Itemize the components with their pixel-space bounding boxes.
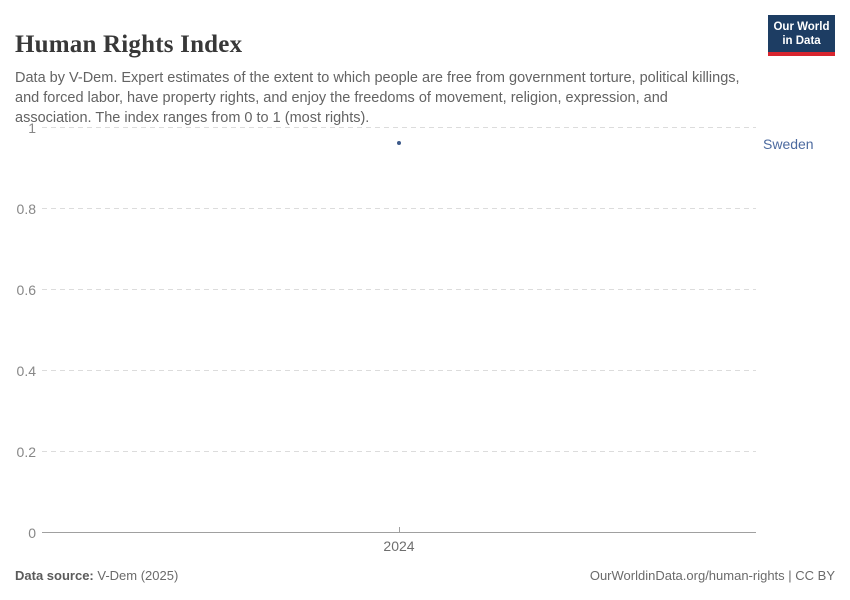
y-gridline bbox=[42, 451, 756, 452]
y-axis-tick-label: 0.2 bbox=[16, 443, 36, 460]
chart-subtitle: Data by V-Dem. Expert estimates of the e… bbox=[15, 69, 740, 126]
x-axis-tick bbox=[399, 527, 400, 532]
y-gridline bbox=[42, 370, 756, 371]
owid-logo[interactable]: Our World in Data bbox=[768, 15, 835, 56]
owid-logo-accent-bar bbox=[768, 52, 835, 56]
y-axis-tick-label: 0.8 bbox=[16, 200, 36, 217]
y-gridline bbox=[42, 127, 756, 128]
y-gridline bbox=[42, 208, 756, 209]
owid-logo-line1: Our World bbox=[773, 21, 830, 33]
footer-source-value: V-Dem (2025) bbox=[93, 568, 179, 583]
x-axis-label: 2024 bbox=[383, 538, 415, 554]
footer-credit: OurWorldinData.org/human-rights | CC BY bbox=[589, 568, 835, 583]
data-point-sweden[interactable] bbox=[397, 141, 401, 146]
y-axis-tick-label: 1 bbox=[28, 119, 36, 136]
chart-title: Human Rights Index bbox=[15, 30, 243, 58]
x-axis-line bbox=[42, 532, 756, 533]
y-axis-tick-label: 0.4 bbox=[16, 362, 36, 379]
entity-label-sweden[interactable]: Sweden bbox=[763, 136, 814, 153]
footer-source: Data source: V-Dem (2025) bbox=[15, 568, 178, 583]
owid-logo-text: Our World in Data bbox=[768, 15, 835, 52]
owid-logo-line2: in Data bbox=[782, 35, 821, 47]
y-gridline bbox=[42, 289, 756, 290]
footer-source-label: Data source: bbox=[15, 568, 94, 583]
y-axis-tick-label: 0.6 bbox=[16, 281, 36, 298]
y-axis-tick-label: 0 bbox=[28, 524, 36, 541]
